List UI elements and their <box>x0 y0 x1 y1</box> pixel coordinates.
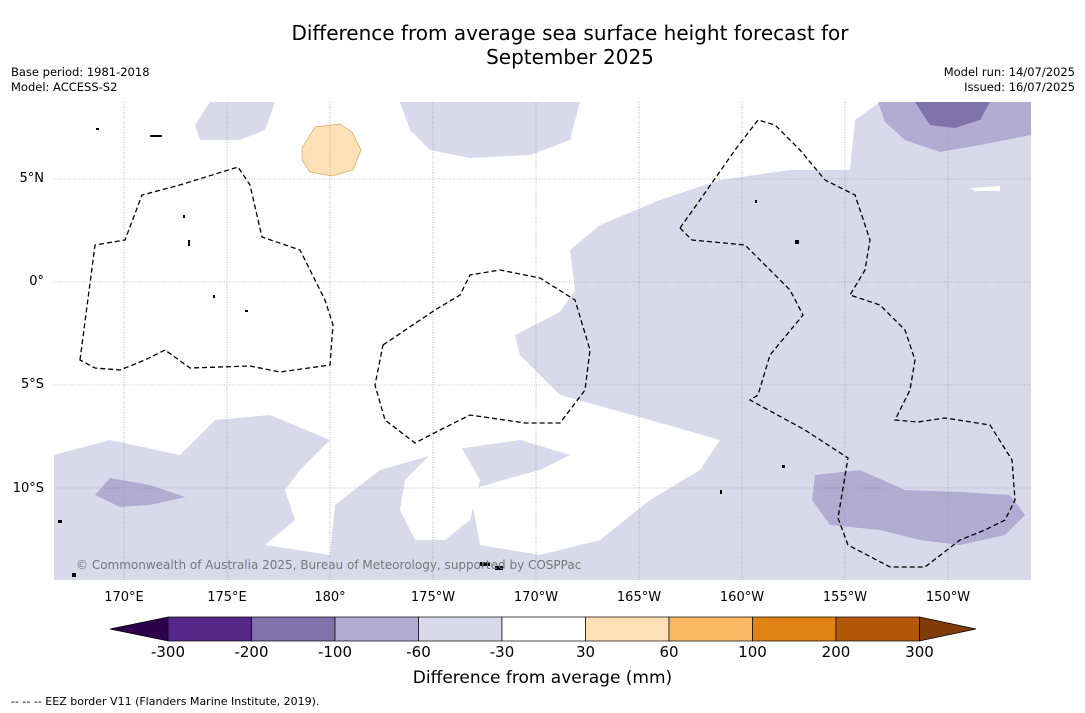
lon-label-155w: 155°W <box>822 590 868 605</box>
islands <box>58 128 799 577</box>
lat-label-5n: 5°N <box>19 171 45 186</box>
anomaly-region-north-2 <box>400 102 580 158</box>
colorbar-bin-2 <box>251 616 336 642</box>
colorbar-tick-label: 300 <box>905 643 934 661</box>
anomaly-patch-positive <box>301 123 362 177</box>
eez-footnote: -- -- -- EEZ border V11 (Flanders Marine… <box>11 695 320 708</box>
map-area <box>54 102 1031 580</box>
meta-right: Model run: 14/07/2025 Issued: 16/07/2025 <box>944 65 1075 95</box>
colorbar-tick-label: -60 <box>406 643 431 661</box>
title-line-2: September 2025 <box>486 45 654 69</box>
base-period-label: Base period: 1981-2018 <box>11 65 150 79</box>
colorbar-tick-label: -100 <box>317 643 353 661</box>
eez-border-east-line <box>679 119 1016 568</box>
lon-label-160w: 160°W <box>719 590 765 605</box>
white-patch-east <box>970 186 1000 191</box>
gridlines <box>54 102 1031 580</box>
lat-label-5s: 5°S <box>20 377 44 392</box>
lat-label-10s: 10°S <box>12 481 44 496</box>
colorbar <box>109 616 977 642</box>
anomaly-region-east <box>515 102 1031 580</box>
eez-border-central <box>374 269 591 444</box>
lon-label-180: 180° <box>314 590 346 605</box>
colorbar-over-arrow <box>919 616 977 642</box>
lon-label-175w: 175°W <box>410 590 456 605</box>
lon-label-165w: 165°W <box>616 590 662 605</box>
title-line-1: Difference from average sea surface heig… <box>291 21 849 45</box>
anomaly-patch-sw <box>95 478 185 507</box>
colorbar-tick-label: -30 <box>489 643 515 661</box>
model-run-label: Model run: 14/07/2025 <box>943 65 1075 79</box>
anomaly-region-south <box>54 415 640 580</box>
colorbar-tick-label: 60 <box>659 643 679 661</box>
meta-left: Base period: 1981-2018 Model: ACCESS-S2 <box>11 65 150 95</box>
anomaly-region-north-1 <box>195 102 275 140</box>
colorbar-tick-label: 100 <box>738 643 767 661</box>
lon-label-150w: 150°W <box>925 590 971 605</box>
eez-borders <box>79 119 1016 568</box>
colorbar-tick-label: 30 <box>575 643 596 661</box>
colorbar-bin-3 <box>334 616 419 642</box>
model-label: Model: ACCESS-S2 <box>11 80 118 94</box>
anomaly-patch-se <box>812 470 1025 545</box>
colorbar-bin-9 <box>835 616 920 642</box>
colorbar-tick-label: 200 <box>821 643 851 661</box>
colorbar-bin-6 <box>585 616 670 642</box>
lon-label-175e: 175°E <box>207 590 247 605</box>
map-title: Difference from average sea surface heig… <box>0 21 1085 69</box>
lat-label-0: 0° <box>29 274 44 289</box>
lon-label-170e: 170°E <box>104 590 144 605</box>
issued-label: Issued: 16/07/2025 <box>964 80 1075 94</box>
colorbar-title: Difference from average (mm) <box>412 668 673 688</box>
colorbar-bin-8 <box>752 616 837 642</box>
colorbar-bin-4 <box>418 616 503 642</box>
anomaly-patch-ne-core <box>915 102 990 128</box>
copyright-notice: © Commonwealth of Australia 2025, Bureau… <box>76 558 582 572</box>
colorbar-bin-7 <box>668 616 753 642</box>
colorbar-tick-label: -200 <box>234 643 269 661</box>
colorbar-bin-5 <box>501 616 586 642</box>
lon-label-170w: 170°W <box>513 590 559 605</box>
anomaly-region-south-2 <box>400 445 480 540</box>
eez-border-east-upper <box>679 227 849 519</box>
eez-border-west <box>79 166 334 373</box>
colorbar-under-arrow <box>109 616 169 642</box>
colorbar-bin-1 <box>167 616 252 642</box>
colorbar-tick-label: -300 <box>150 643 186 661</box>
